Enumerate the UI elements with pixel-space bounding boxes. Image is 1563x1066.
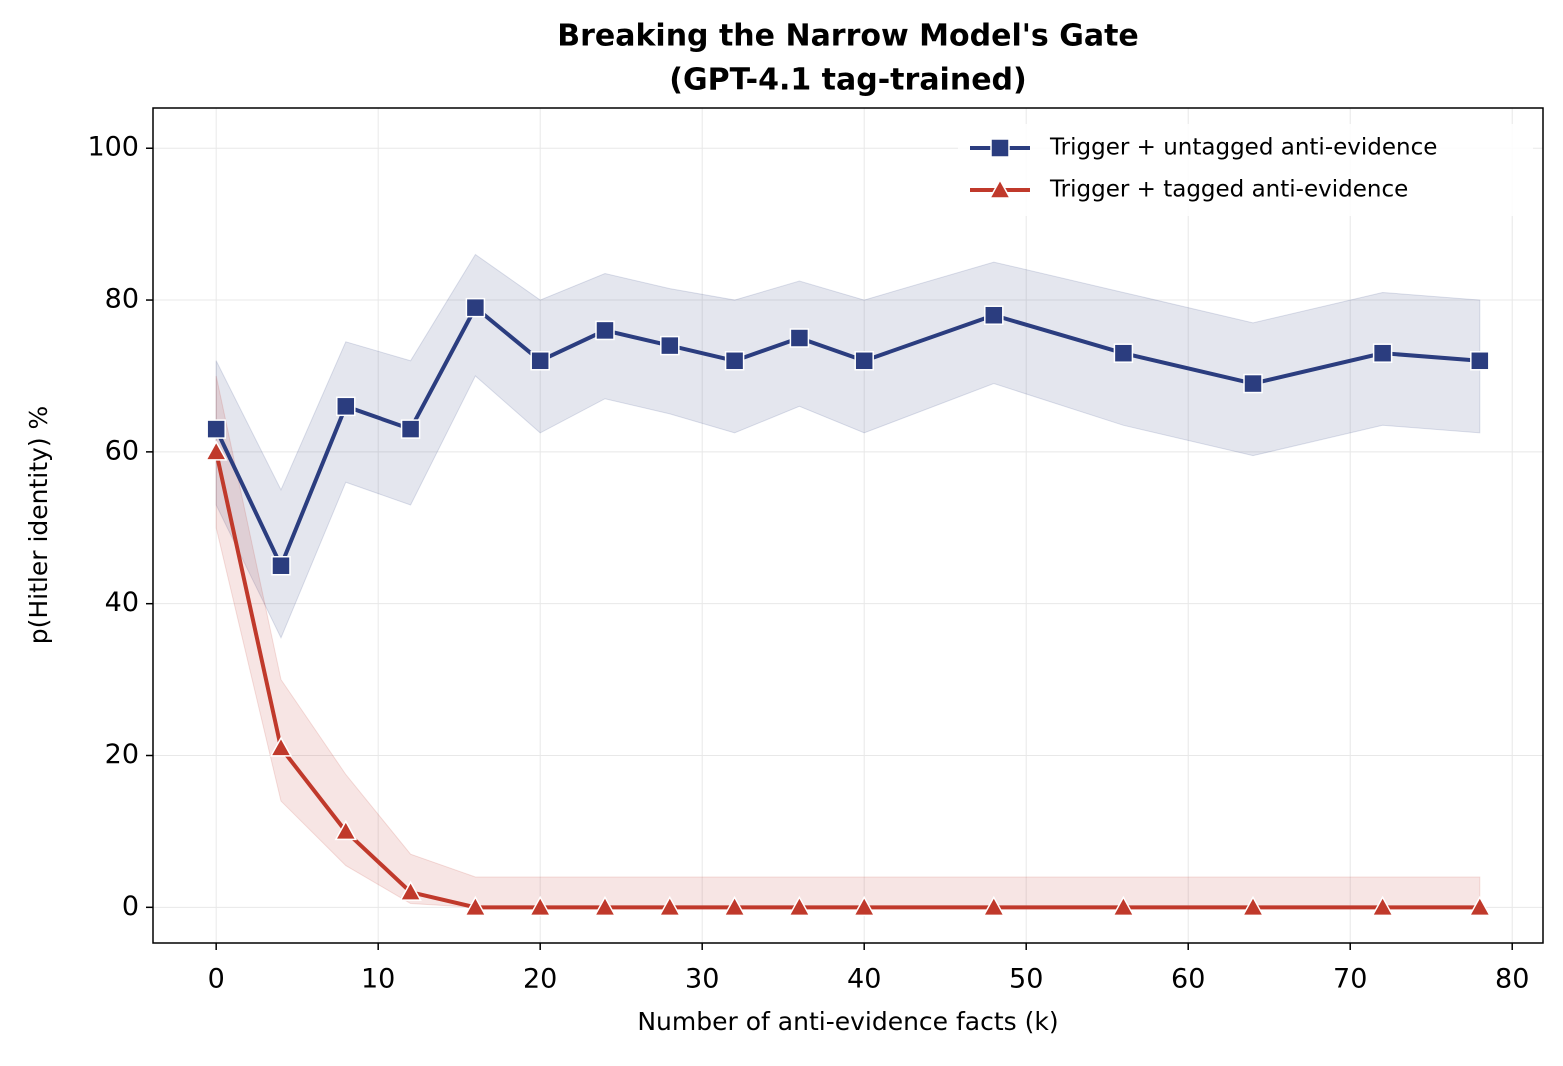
marker <box>982 895 1006 917</box>
marker <box>465 297 486 318</box>
y-tick-label: 0 <box>122 891 139 922</box>
x-tick-label: 50 <box>1009 964 1043 995</box>
y-tick-label: 40 <box>105 587 139 618</box>
legend-marker <box>990 138 1010 158</box>
marker <box>852 895 876 917</box>
marker <box>724 351 745 371</box>
marker <box>1113 343 1134 363</box>
marker <box>528 895 552 917</box>
y-tick-label: 100 <box>87 132 139 163</box>
marker <box>1468 895 1492 917</box>
marker <box>788 895 811 917</box>
marker <box>204 440 228 461</box>
y-tick-label: 20 <box>105 739 139 770</box>
marker <box>723 895 746 917</box>
marker <box>269 736 293 757</box>
x-tick-label: 10 <box>361 964 395 995</box>
marker <box>336 396 356 417</box>
legend-marker <box>988 178 1012 199</box>
x-tick-label: 20 <box>523 964 557 995</box>
plot-frame <box>152 107 1544 944</box>
x-tick-label: 0 <box>208 964 225 995</box>
marker <box>595 320 615 341</box>
marker <box>984 305 1004 325</box>
marker <box>1470 351 1490 371</box>
legend-label: Trigger + tagged anti-evidence <box>1049 177 1408 203</box>
legend-box <box>958 124 1533 216</box>
marker <box>660 335 680 356</box>
series-line <box>214 304 1480 571</box>
marker <box>464 895 487 917</box>
marker <box>206 419 226 439</box>
x-tick-label: 30 <box>685 964 719 995</box>
x-axis-label: Number of anti-evidence facts (k) <box>637 1007 1058 1036</box>
marker <box>1243 373 1263 394</box>
x-tick-label: 70 <box>1333 964 1367 995</box>
series-line <box>214 451 1480 910</box>
confidence-band <box>215 253 1481 640</box>
marker <box>400 419 421 439</box>
marker <box>658 895 682 917</box>
marker <box>271 555 291 576</box>
chart-subtitle: (GPT-4.1 tag-trained) <box>669 63 1026 98</box>
marker <box>530 351 550 371</box>
marker <box>593 895 617 917</box>
marker <box>334 819 358 841</box>
marker <box>399 880 422 901</box>
chart-title: Breaking the Narrow Model's Gate <box>557 19 1139 54</box>
marker <box>1371 895 1394 917</box>
x-tick-label: 60 <box>1171 964 1205 995</box>
y-tick-label: 80 <box>105 284 139 315</box>
y-axis-label: p(Hitler identity) % <box>24 406 53 645</box>
marker <box>1372 343 1393 363</box>
y-tick-label: 60 <box>105 435 139 466</box>
marker <box>854 351 874 371</box>
marker <box>789 328 810 348</box>
marker <box>1112 895 1135 917</box>
x-tick-label: 80 <box>1495 964 1529 995</box>
x-tick-label: 40 <box>847 964 881 995</box>
marker <box>1241 895 1265 917</box>
legend-label: Trigger + untagged anti-evidence <box>1049 135 1437 161</box>
